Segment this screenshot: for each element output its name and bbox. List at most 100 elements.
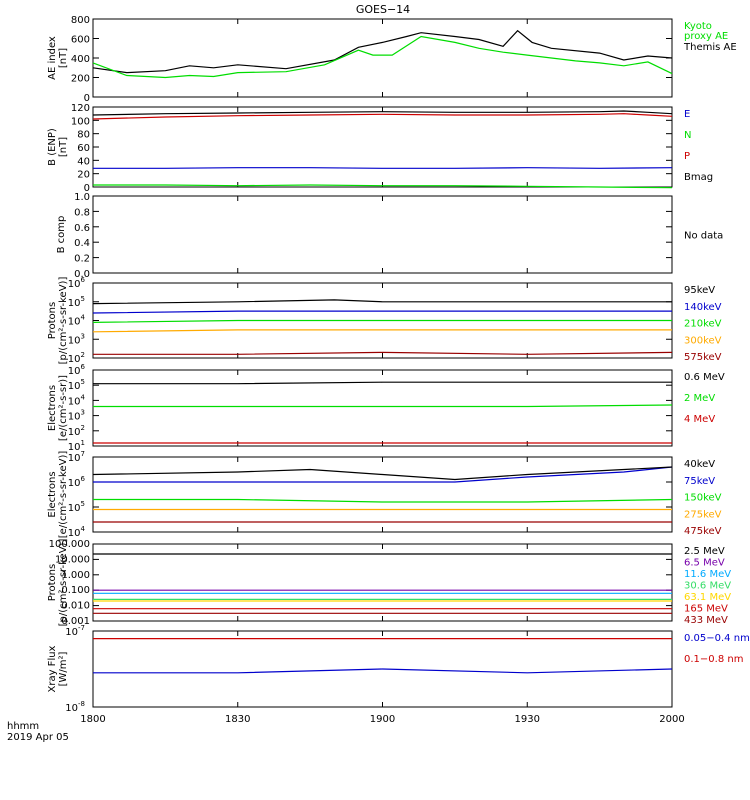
series-line-210keV	[92, 319, 672, 323]
y-tick-label: 0.6	[74, 223, 90, 234]
y-tick-label: 103	[68, 409, 85, 423]
y-axis-label: Protons	[47, 302, 58, 339]
y-tick-label: 0	[84, 93, 90, 104]
x-tick-label: 2000	[659, 714, 684, 725]
panel-frame	[92, 543, 673, 622]
series-line-40keV	[92, 466, 673, 481]
y-tick-label: 10.000	[55, 554, 90, 565]
series-line-140keV	[92, 310, 672, 314]
x-tick-label: 1830	[225, 714, 250, 725]
y-tick-label: 104	[68, 393, 86, 407]
y-axis-label: AE index	[47, 36, 58, 80]
panel-7: 0.001 0.010 0.100 1.000 10.000 100.000 Protons…	[47, 539, 731, 627]
panel-2: 0 20 40 60 80 100 120 B (ENP) [nT] ENP Bmag	[47, 103, 713, 194]
legend-label: 2.5 MeV	[684, 546, 725, 557]
panel-frame	[92, 106, 673, 188]
y-tick-label: 600	[71, 35, 90, 46]
y-tick-label: 0.8	[74, 207, 90, 218]
legend-label: 275keV	[684, 509, 722, 520]
legend-label: 210keV	[684, 319, 722, 330]
y-tick-label: 106	[68, 363, 86, 377]
plot-title: GOES−14	[356, 3, 410, 16]
y-axis-label: Electrons	[47, 471, 58, 517]
y-tick-label: 1.0	[74, 192, 90, 203]
y-axis-label: B (ENP)	[47, 128, 58, 166]
legend-label: 140keV	[684, 302, 722, 313]
y-tick-label: 105	[68, 295, 85, 309]
legend-label: 165 MeV	[684, 604, 728, 615]
panel-frame	[92, 456, 673, 533]
y-tick-label: 0.100	[61, 585, 90, 596]
y-tick-label: 80	[77, 130, 90, 141]
date-label-hhmm: hhmm	[7, 721, 39, 732]
legend-label: 11.6 MeV	[684, 569, 731, 580]
panel-8: 10-8 10-7 Xray Flux [W/m²] 0.05−0.4 nm 0.1−0.…	[47, 624, 750, 714]
y-tick-label: 103	[68, 332, 85, 346]
legend-label: 2 MeV	[684, 393, 715, 404]
x-tick-label: 1800	[80, 714, 105, 725]
date-label-date: 2019 Apr 05	[7, 732, 69, 743]
y-tick-label: 0.0	[74, 269, 90, 280]
series-line-Kyoto-proxy-AE	[92, 35, 673, 79]
y-tick-label: 106	[68, 276, 86, 290]
y-axis-label: [p/(cm²-s-sr-keV)]	[58, 277, 69, 365]
legend-label: 0.6 MeV	[684, 372, 725, 383]
series-line-75keV	[93, 466, 673, 483]
legend-label: 6.5 MeV	[684, 558, 725, 569]
legend-label: N	[684, 130, 691, 141]
panel-frame	[92, 18, 673, 98]
panel-frame	[92, 369, 673, 447]
y-tick-label: 107	[68, 450, 85, 464]
legend-label: 150keV	[684, 493, 722, 504]
series-line-300keV	[92, 329, 672, 333]
y-axis-label: B comp	[56, 216, 67, 254]
y-tick-label: 0.4	[74, 238, 90, 249]
y-tick-label: 104	[68, 525, 86, 539]
y-tick-label: 60	[77, 143, 90, 154]
y-axis-label: [e/(cm²-s-sr-keV)]	[58, 451, 69, 539]
legend-label: Kyoto	[684, 21, 712, 32]
y-tick-label: 20	[77, 170, 90, 181]
y-tick-label: 800	[71, 15, 90, 26]
series-line-E	[93, 167, 673, 169]
y-axis-label: Electrons	[47, 385, 58, 431]
y-tick-label: 100	[71, 116, 90, 127]
y-tick-label: 200	[71, 74, 90, 85]
y-tick-label: 400	[71, 54, 90, 65]
legend-label: 0.05−0.4 nm	[684, 633, 750, 644]
legend-label: 30.6 MeV	[684, 581, 731, 592]
legend-label: P	[684, 151, 690, 162]
y-axis-label: [W/m²]	[58, 651, 69, 686]
y-tick-label: 105	[68, 500, 85, 514]
y-tick-label: 1.000	[61, 570, 90, 581]
series-line-2-MeV	[93, 404, 673, 408]
y-tick-label: 105	[68, 378, 85, 392]
legend-label: Themis AE	[683, 42, 737, 53]
legend-label: 95keV	[684, 285, 715, 296]
y-tick-label: 0.001	[61, 616, 90, 627]
series-line-575keV	[93, 351, 673, 355]
series-line-0.05−0.4-nm	[93, 668, 673, 674]
panel-3: 0.0 0.2 0.4 0.6 0.8 1.0 B comp No data	[56, 192, 723, 280]
legend-label: 75keV	[684, 476, 715, 487]
panel-frame	[92, 195, 673, 274]
legend-label: 4 MeV	[684, 414, 715, 425]
y-tick-label: 102	[68, 424, 85, 438]
y-axis-label: [nT]	[58, 48, 69, 68]
y-tick-label: 0.010	[61, 601, 90, 612]
series-line-0.6-MeV	[93, 381, 672, 385]
series-line-P	[92, 113, 673, 120]
x-tick-label: 1930	[515, 714, 540, 725]
y-tick-label: 40	[77, 156, 90, 167]
y-tick-label: 10-8	[65, 700, 85, 714]
legend-label: 40keV	[684, 459, 715, 470]
legend-label: 575keV	[684, 352, 722, 363]
legend-label: 0.1−0.8 nm	[684, 654, 743, 665]
x-tick-label: 1900	[370, 714, 395, 725]
y-tick-label: 106	[68, 475, 86, 489]
series-line-N	[93, 184, 673, 189]
